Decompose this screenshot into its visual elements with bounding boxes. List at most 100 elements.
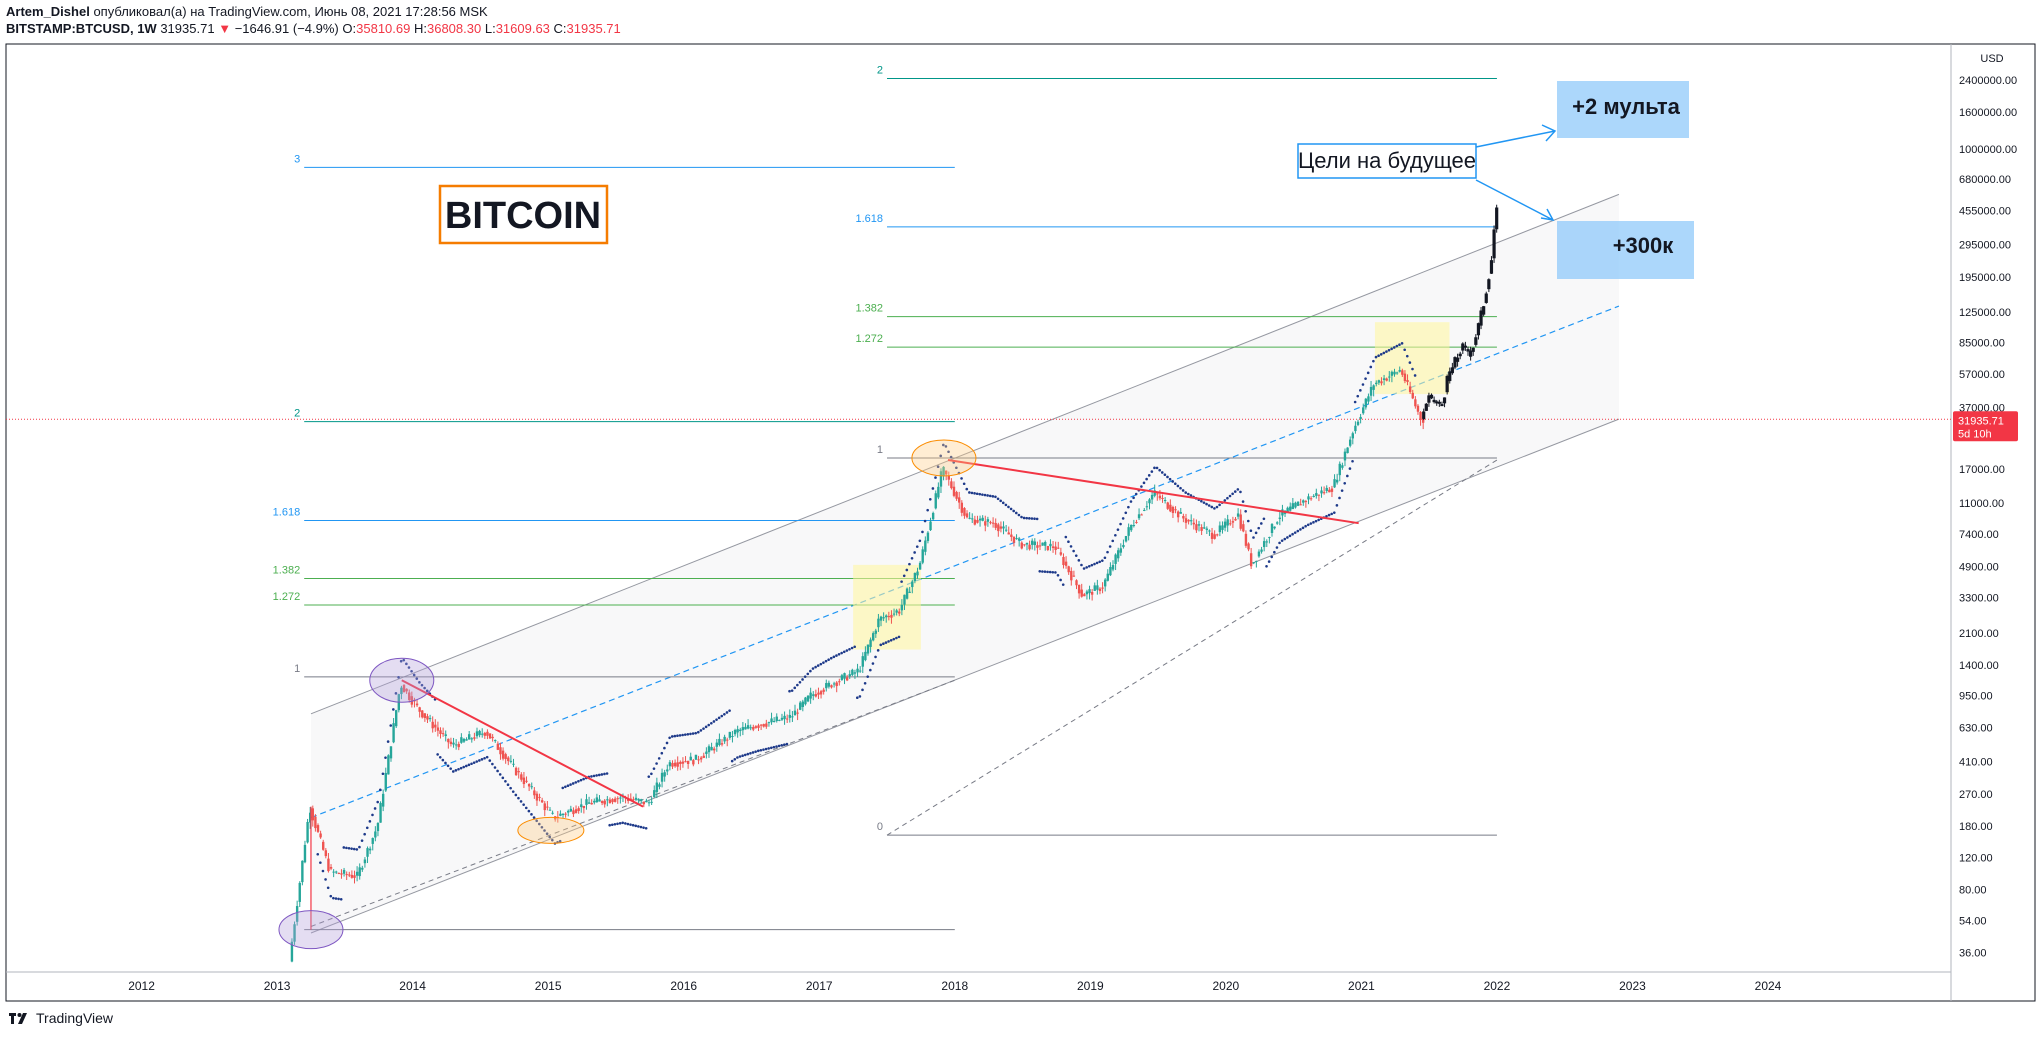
sar-dot [1312, 521, 1315, 524]
sar-dot [811, 667, 815, 670]
sar-dot [777, 744, 781, 748]
price-tick-label: 295000.00 [1959, 240, 2011, 252]
target-mid-box [1557, 221, 1694, 279]
candle-body [394, 710, 398, 727]
candle-body [1408, 386, 1412, 393]
sar-dot [746, 752, 750, 756]
sar-dot [1176, 484, 1180, 488]
sar-dot [780, 744, 784, 747]
sar-dot [1413, 374, 1417, 377]
sar-dot [407, 666, 411, 669]
candle-body [1153, 490, 1156, 496]
sar-dot [462, 765, 466, 769]
sar-dot [814, 665, 817, 669]
candle-body [1106, 573, 1109, 581]
fib-extensions: 3 2 1.618 1.382 1.272 1 2 1.618 1.382 1.272 1 0 [273, 64, 1497, 931]
sar-dot [493, 766, 497, 769]
candle-body [681, 761, 685, 764]
candle-body [960, 502, 964, 513]
sar-dot [1114, 533, 1117, 537]
sar-dot [569, 783, 572, 786]
sar-dot [590, 775, 593, 778]
candle-body [580, 804, 583, 808]
symbol-label[interactable]: BITSTAMP:BTCUSD, 1W [6, 21, 157, 36]
price-tick-label: 180.00 [1959, 821, 1993, 833]
candle-body [918, 562, 922, 570]
candle-body [1411, 392, 1414, 399]
sar-dot [592, 774, 596, 778]
candle-body [660, 772, 664, 782]
sar-dot [676, 734, 679, 738]
time-tick-label: 2020 [1213, 979, 1240, 993]
sar-dot [944, 445, 948, 448]
price-tick-label: 3300.00 [1959, 592, 1999, 604]
candle-body [1117, 550, 1120, 559]
fib-level-label: 1 [294, 663, 300, 675]
sar-dot [827, 658, 830, 661]
sar-dot [457, 767, 460, 771]
candle-body [418, 707, 421, 712]
pivot-low-2015 [517, 816, 585, 844]
candle-body [546, 806, 549, 808]
ohlc-line: BITSTAMP:BTCUSD, 1W 31935.71 ▼ −1646.91 … [6, 21, 621, 36]
candle-body [861, 656, 864, 667]
candle-body [1226, 519, 1229, 526]
sar-dot [1236, 488, 1240, 491]
sar-dot [869, 668, 872, 672]
chart-title: BITCOIN [445, 195, 601, 237]
sar-dot [668, 736, 671, 740]
candle-body [702, 755, 705, 758]
sar-dot [1403, 348, 1406, 352]
tradingview-brand[interactable]: TradingView [8, 1010, 113, 1026]
candle-body [335, 871, 338, 873]
candle-body [486, 731, 489, 736]
sar-dot [1028, 517, 1031, 520]
candle-body [754, 726, 758, 728]
sar-dot [1080, 563, 1083, 567]
pivot-ellipses [278, 439, 977, 950]
candle-body [384, 772, 387, 791]
open-label: O: [342, 21, 357, 36]
price-chart[interactable]: 3 2 1.618 1.382 1.272 1 2 1.618 1.382 1.272 1 0 BIT… [0, 0, 2041, 1005]
candle-body [1044, 541, 1047, 546]
sar-dot [1051, 570, 1055, 574]
sar-dot [415, 677, 419, 680]
candle-body [368, 848, 372, 851]
sar-dot [991, 495, 995, 498]
sar-dot [889, 638, 893, 642]
candle-body [1041, 542, 1044, 546]
author-name[interactable]: Artem_Dishel [6, 4, 90, 19]
sar-dot [1124, 511, 1128, 515]
candle-body [428, 718, 432, 720]
candle-body [874, 630, 878, 634]
candle-body [1075, 580, 1078, 586]
projection-body [1458, 353, 1462, 357]
projection-body [1448, 371, 1452, 382]
candle-body [1020, 542, 1023, 549]
time-axis[interactable]: 2012 2013 2014 2015 2016 2017 2018 2019 2020 2021… [128, 979, 1782, 993]
sar-dot [1007, 505, 1010, 509]
candle-body [741, 727, 745, 731]
sar-dot [1335, 504, 1339, 507]
change-value: −1646.91 (−4.9%) [234, 21, 339, 36]
sar-dot [337, 897, 340, 901]
price-tick-label: 1600000.00 [1959, 107, 2017, 119]
sar-dot [1035, 517, 1039, 521]
candle-body [1137, 514, 1141, 519]
sar-dot [681, 733, 684, 737]
sar-dot [1098, 560, 1102, 564]
sar-dot [803, 675, 807, 678]
candle-body [619, 797, 622, 799]
price-axis[interactable]: USD 2400000.00 1600000.00 1000000.00 680000.… [6, 53, 2018, 959]
candle-body [1322, 492, 1326, 494]
candle-body [799, 702, 802, 710]
candle-body [864, 651, 867, 661]
candle-body [892, 613, 896, 615]
sar-dot [1184, 491, 1188, 494]
candle-body [1302, 500, 1305, 503]
annotations: BITCOIN +2 мульта +300к Цели на будущее [438, 81, 1694, 279]
candle-body [1236, 513, 1240, 517]
sar-dot [1025, 516, 1029, 520]
title-box [438, 184, 609, 245]
candle-body [559, 813, 562, 816]
